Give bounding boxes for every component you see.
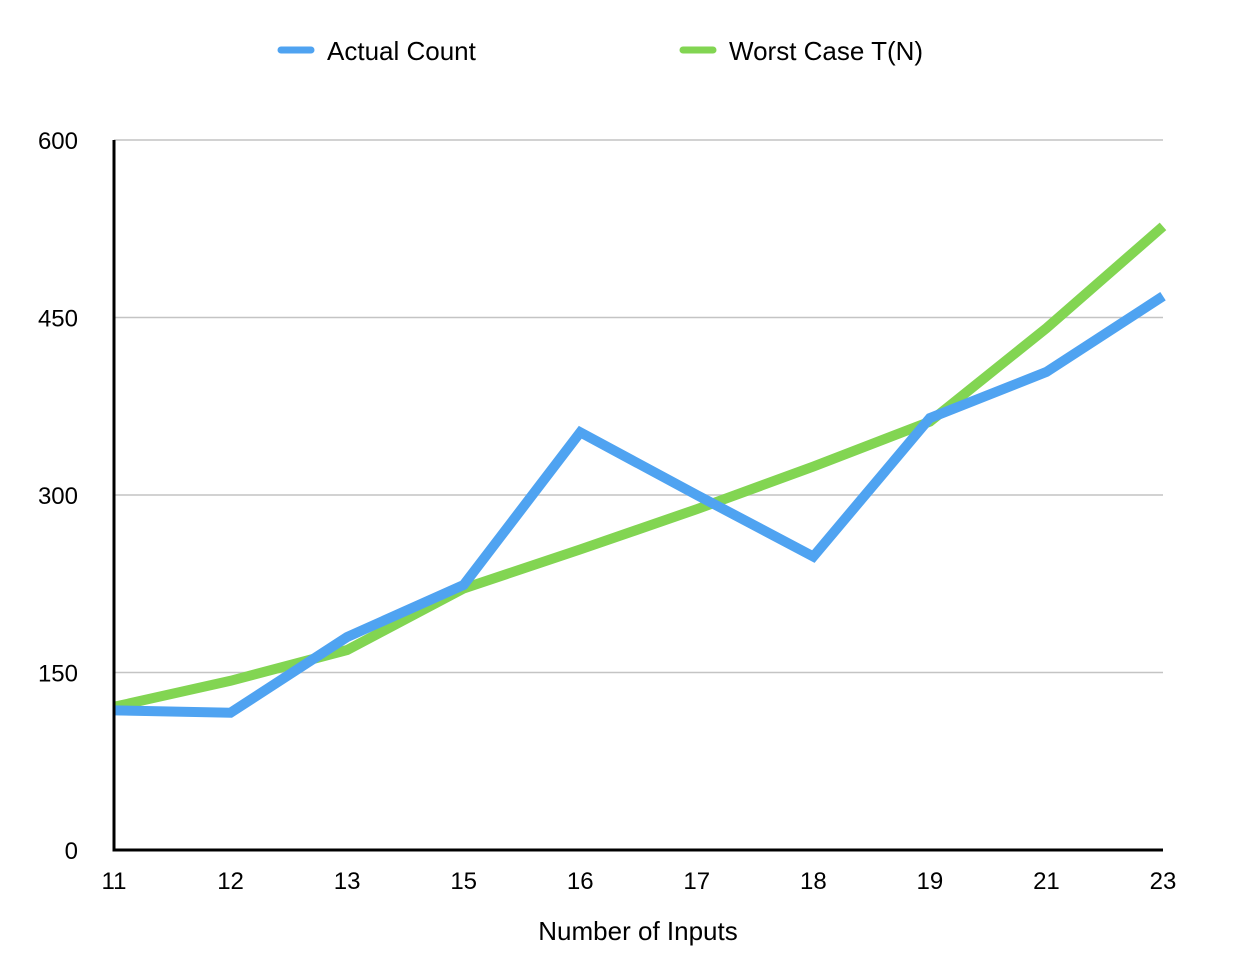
legend-item: Worst Case T(N)	[679, 36, 923, 66]
y-tick-label: 450	[38, 306, 78, 333]
x-tick-label: 18	[800, 868, 827, 895]
series-line-worst-case	[112, 222, 1167, 712]
x-tick-label: 13	[334, 868, 361, 895]
x-tick-label: 17	[683, 868, 710, 895]
axes: 0 150 300 450 600 11 12 13 15 16 17 18 19 21 23	[38, 128, 1176, 895]
legend: Actual Count Worst Case T(N)	[277, 36, 923, 66]
y-tick-label: 0	[65, 838, 78, 865]
x-tick-label: 11	[102, 868, 127, 895]
y-tick-label: 300	[38, 483, 78, 510]
series-lines	[112, 222, 1167, 718]
x-tick-label: 16	[567, 868, 594, 895]
x-tick-label: 19	[917, 868, 944, 895]
x-tick-label: 15	[450, 868, 477, 895]
legend-label: Worst Case T(N)	[729, 36, 923, 66]
legend-item: Actual Count	[277, 36, 477, 66]
x-tick-label: 23	[1150, 868, 1177, 895]
y-tick-label: 600	[38, 128, 78, 155]
series-line-actual-count	[113, 292, 1166, 718]
x-tick-label: 21	[1033, 868, 1060, 895]
gridlines	[114, 139, 1163, 674]
x-axis-title: Number of Inputs	[538, 916, 737, 946]
x-tick-label: 12	[217, 868, 244, 895]
y-tick-label: 150	[38, 661, 78, 688]
legend-label: Actual Count	[327, 36, 477, 66]
